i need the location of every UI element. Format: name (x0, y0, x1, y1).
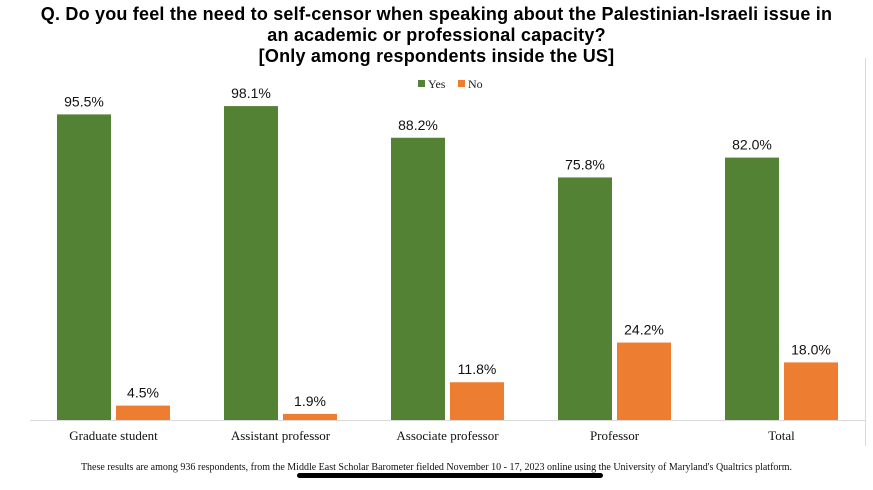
legend-label-yes: Yes (428, 77, 446, 91)
x-tick-label-4: Professor (590, 428, 640, 443)
home-indicator-bar[interactable] (297, 473, 603, 478)
bar-yes-2 (224, 106, 278, 420)
bar-yes-4 (558, 177, 612, 420)
chart-title-line-2: an academic or professional capacity? (267, 25, 606, 45)
x-axis-ticks: Graduate student Assistant professor Assoc… (69, 428, 795, 443)
legend-swatch-yes (418, 80, 425, 87)
data-label-no-2: 1.9% (294, 393, 326, 409)
bar-yes-5 (725, 157, 779, 420)
data-label-yes-2: 98.1% (231, 85, 271, 101)
bar-yes-3 (391, 137, 445, 420)
data-label-no-5: 18.0% (791, 341, 831, 357)
x-tick-label-1: Graduate student (69, 428, 158, 443)
plot-area-border (865, 58, 866, 446)
legend-label-no: No (468, 77, 483, 91)
footnote: These results are among 936 respondents,… (80, 462, 793, 473)
legend-swatch-no (458, 80, 465, 87)
bar-no-5 (784, 362, 838, 420)
data-label-yes-3: 88.2% (398, 117, 438, 133)
data-label-no-3: 11.8% (458, 361, 497, 377)
chart-title-line-1: Q. Do you feel the need to self-censor w… (40, 4, 833, 24)
bar-yes-1 (57, 114, 111, 421)
bar-chart: Yes No 95.5% 4.5% 98.1% 1.9% 88.2% 11.8% 75.8% 2… (30, 77, 865, 443)
data-label-no-4: 24.2% (624, 322, 664, 338)
bar-no-2 (283, 413, 337, 420)
data-label-yes-1: 95.5% (64, 93, 104, 109)
data-label-yes-4: 75.8% (565, 156, 605, 172)
legend: Yes No (418, 77, 483, 91)
bar-no-3 (450, 382, 504, 420)
x-tick-label-5: Total (768, 428, 795, 443)
bars: 95.5% 4.5% 98.1% 1.9% 88.2% 11.8% 75.8% 24.2% 82… (57, 85, 838, 421)
x-tick-label-2: Assistant professor (231, 428, 331, 443)
chart-title: Q. Do you feel the need to self-censor w… (0, 4, 873, 67)
bar-no-1 (116, 405, 170, 420)
bar-no-4 (617, 342, 671, 420)
x-tick-label-3: Associate professor (396, 428, 499, 443)
data-label-no-1: 4.5% (127, 385, 159, 401)
chart-title-line-3: [Only among respondents inside the US] (258, 46, 615, 66)
data-label-yes-5: 82.0% (732, 137, 772, 153)
